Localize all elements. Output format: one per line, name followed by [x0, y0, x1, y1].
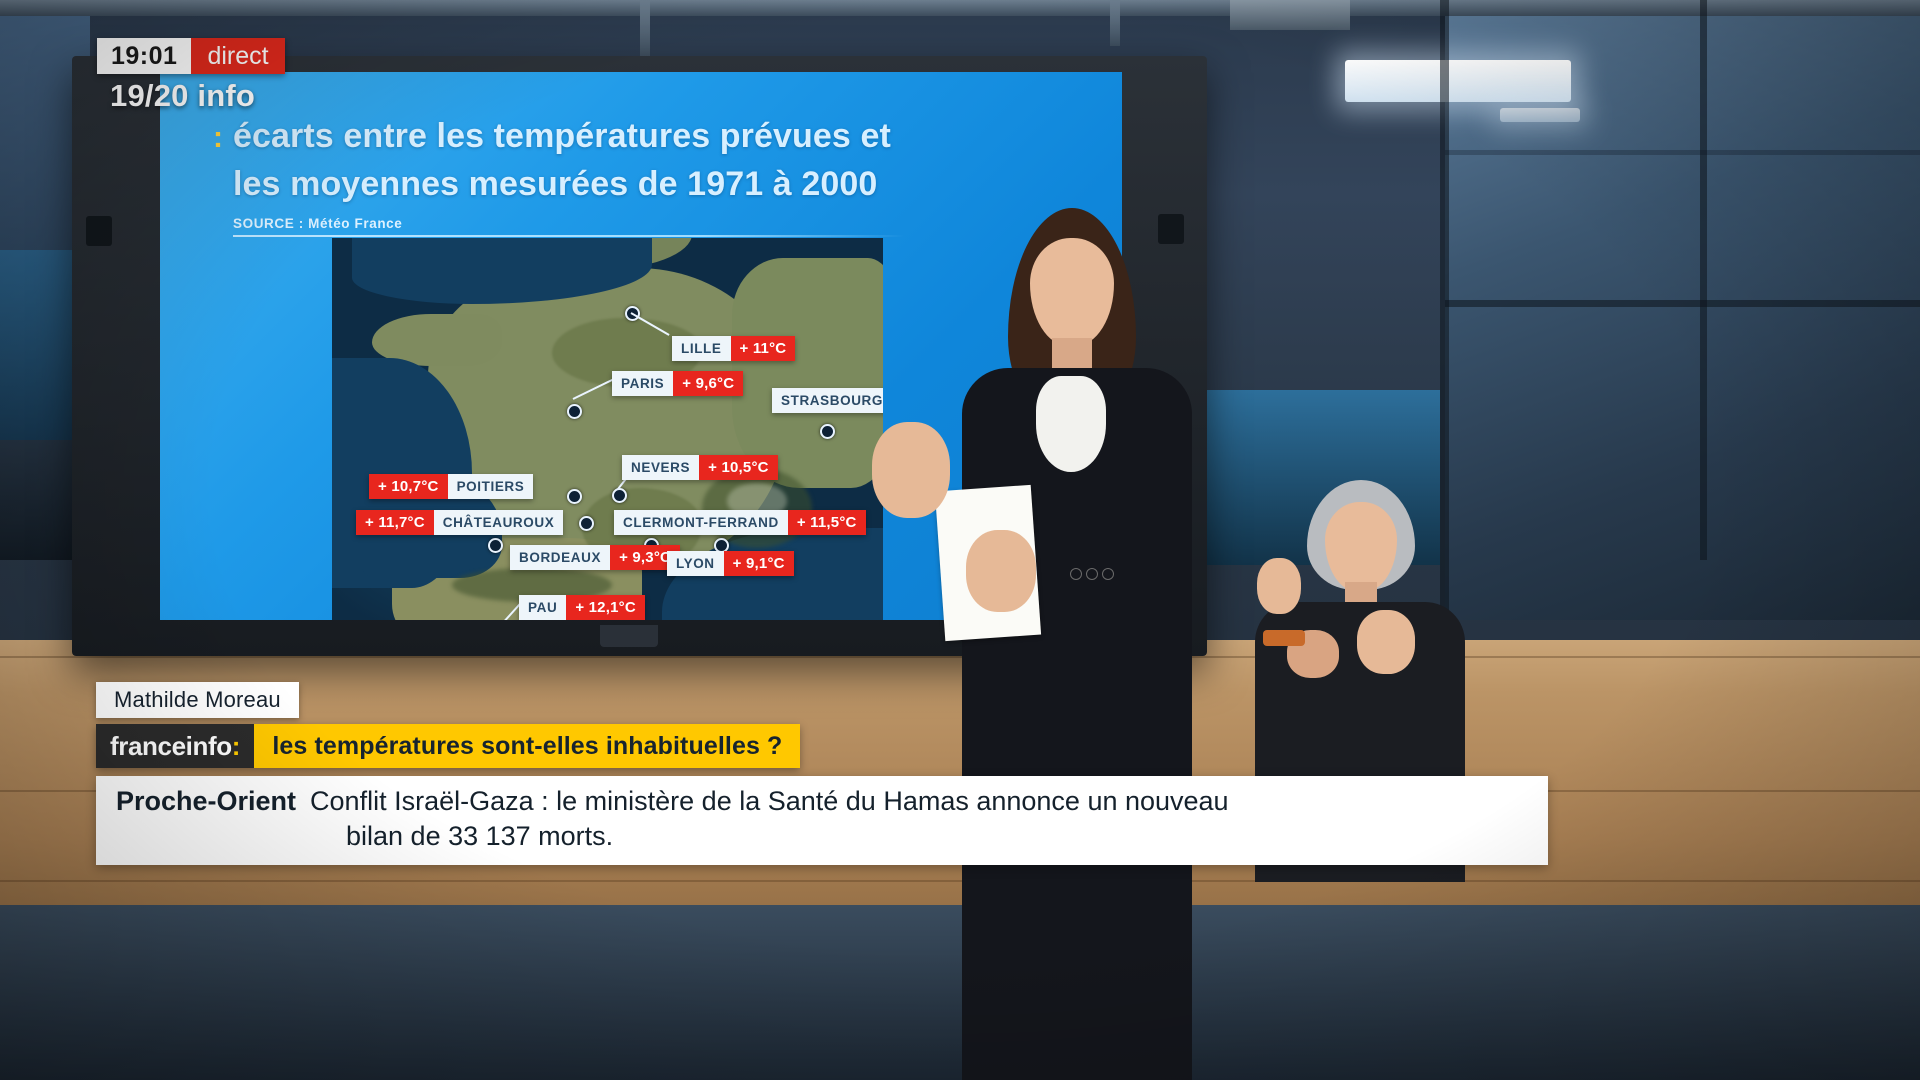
interpreter-hand-right [1357, 610, 1415, 674]
map-label-city-ch-teauroux: CHÂTEAUROUX [433, 510, 564, 535]
map-landmass-brittany [372, 314, 502, 366]
display-stand [600, 625, 658, 647]
lower-third: franceinfo: les températures sont-elles … [96, 724, 801, 768]
window-mullion-1 [1440, 0, 1449, 620]
studio-floor [0, 905, 1920, 1080]
map-landmass-east [732, 258, 883, 488]
map-label-value-lille: + 11°C [730, 336, 796, 361]
ceiling-beam-4 [1230, 0, 1350, 30]
presenter-shirt-v [1036, 376, 1106, 472]
clock-time: 19:01 [97, 38, 192, 74]
lower-third-headline: les températures sont-elles inhabituelle… [272, 731, 783, 760]
studio-monitor-left [0, 250, 72, 440]
france-temperature-map: LILLE+ 11°C PARIS+ 9,6°C STRASBOURG+ 9,8°C… [332, 238, 883, 620]
window-mullion-3 [1445, 300, 1920, 307]
map-label-city-strasbourg: STRASBOURG [772, 388, 883, 413]
interpreter-wrist-band [1263, 630, 1305, 646]
map-label-value-paris: + 9,6°C [673, 371, 744, 396]
wood-seam-1 [0, 656, 1920, 658]
slide-bullet-icon: : [213, 121, 223, 154]
studio-lamp-right [1345, 60, 1571, 102]
map-label-paris: PARIS + 9,6°C [612, 371, 744, 396]
map-label-city-clermont-ferrand: CLERMONT-FERRAND [614, 510, 788, 535]
map-label-value-pau: + 12,1°C [566, 595, 645, 620]
map-pin-poitiers [567, 489, 582, 504]
channel-logo: franceinfo: [96, 724, 255, 768]
presenter-hand-right [872, 422, 950, 518]
ceiling-beam-3 [1110, 0, 1120, 46]
map-pin-nevers [612, 488, 627, 503]
map-label-pau: PAU + 12,1°C [519, 595, 645, 620]
map-label-value-clermont-ferrand: + 11,5°C [787, 510, 866, 535]
presenter-hand-left [966, 530, 1036, 612]
ceiling-beam-1 [0, 0, 1920, 16]
map-label-strasbourg: STRASBOURG+ 9,8°C [772, 388, 883, 413]
map-pin-chateauroux [579, 516, 594, 531]
presenter-button-1 [1070, 568, 1082, 580]
presenter-figure [872, 200, 1230, 1080]
map-label-value-nevers: + 10,5°C [699, 455, 778, 480]
map-label-lyon: LYON + 9,1°C [667, 551, 794, 576]
map-label-value-poitiers: + 10,7°C [369, 474, 448, 499]
channel-logo-text: franceinfo [110, 730, 232, 761]
studio-lamp-corner [1500, 108, 1580, 122]
clock-badge: 19:01 direct [97, 38, 285, 74]
presentation-slide: : écarts entre les températures prévues … [160, 72, 1122, 620]
slide-headline-line-1: écarts entre les températures prévues et [233, 117, 891, 155]
channel-logo-colon: : [231, 730, 241, 761]
lower-third-headline-box: les températures sont-elles inhabituelle… [254, 724, 801, 768]
wood-seam-3 [0, 880, 1920, 882]
programme-title: 19/20 info [110, 78, 255, 113]
interpreter-hand-left [1257, 558, 1301, 614]
presenter-button-2 [1086, 568, 1098, 580]
window-mullion-2 [1700, 0, 1707, 560]
slide-source: SOURCE : Météo France [233, 215, 403, 231]
presenter-button-3 [1102, 568, 1114, 580]
ticker-line-1: Conflit Israël-Gaza : le ministère de la… [310, 786, 1229, 816]
map-label-value-lyon: + 9,1°C [723, 551, 794, 576]
map-label-value-ch-teauroux: + 11,7°C [356, 510, 434, 535]
map-label-nevers: NEVERS + 10,5°C [622, 455, 778, 480]
map-pin-paris [567, 404, 582, 419]
studio-glass-right [1445, 0, 1920, 620]
map-label-clermont-ferrand: CLERMONT-FERRAND + 11,5°C [614, 510, 866, 535]
map-label-lille: LILLE + 11°C [672, 336, 796, 361]
ticker-row: Proche-Orient Conflit Israël-Gaza : le m… [116, 784, 1528, 819]
slide-headline-line-2: les moyennes mesurées de 1971 à 2000 [233, 165, 878, 204]
map-label-city-lyon: LYON [667, 551, 724, 576]
map-pin-bordeaux [488, 538, 503, 553]
map-label-ch-teauroux: CHÂTEAUROUX + 11,7°C [356, 510, 564, 535]
slide-header: : écarts entre les températures prévues … [205, 112, 1085, 237]
live-badge: direct [191, 38, 285, 74]
map-label-city-nevers: NEVERS [622, 455, 700, 480]
ticker-line-2: bilan de 33 137 morts. [346, 820, 614, 851]
map-pin-strasbourg [820, 424, 835, 439]
presenter-name-label: Mathilde Moreau [114, 687, 281, 712]
map-label-city-pau: PAU [519, 595, 567, 620]
ticker-category: Proche-Orient [116, 786, 297, 816]
window-mullion-4 [1445, 150, 1920, 155]
map-label-city-lille: LILLE [672, 336, 731, 361]
map-label-poitiers: POITIERS + 10,7°C [369, 474, 534, 499]
map-label-city-paris: PARIS [612, 371, 674, 396]
presenter-name-tag: Mathilde Moreau [96, 682, 299, 718]
map-label-city-poitiers: POITIERS [447, 474, 534, 499]
map-label-city-bordeaux: BORDEAUX [510, 545, 611, 570]
slide-source-rule [233, 234, 905, 237]
ceiling-beam-2 [640, 0, 650, 60]
map-label-bordeaux: BORDEAUX + 9,3°C [510, 545, 681, 570]
interpreter-face [1325, 502, 1397, 592]
presenter-jacket [962, 368, 1192, 1080]
display-camera-left [86, 216, 112, 246]
news-ticker: Proche-Orient Conflit Israël-Gaza : le m… [96, 776, 1548, 866]
presenter-face [1030, 238, 1114, 346]
display-camera-right [1158, 214, 1184, 244]
